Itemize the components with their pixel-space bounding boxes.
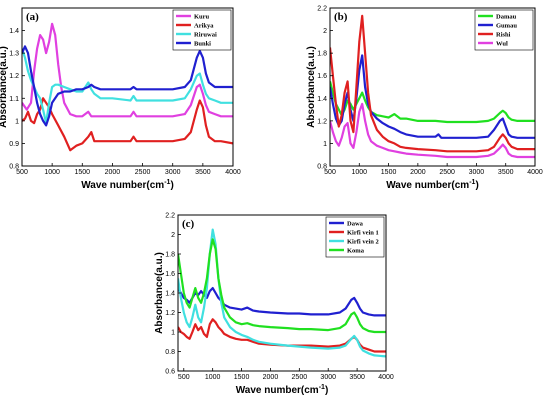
legend: Dawa Kirfi vein 1 Kirfi vein 2 Koma [325,216,385,258]
x-tick-label: 2000 [105,169,121,176]
x-tick-label: 1500 [381,169,397,176]
y-tick-label: 1 [323,141,327,148]
x-tick-label: 2000 [410,169,426,176]
y-tick-label: 2.2 [165,213,175,220]
y-tick-label: 0.6 [165,369,175,376]
plot-frame [21,7,234,167]
series-line-kuru [22,22,233,118]
y-tick-label: 1.2 [165,310,175,317]
y-axis-label: Absorbance(a.u.) [0,46,9,128]
x-axis-label: Wave number(cm-1) [236,384,329,396]
y-tick-label: 1.3 [9,51,19,58]
x-tick-label: 4000 [225,169,241,176]
y-tick-label: 1 [171,330,175,337]
x-tick-label: 3500 [498,169,514,176]
legend-label: Damau [496,13,517,20]
y-tick-label: 0.8 [9,164,19,171]
x-tick-label: 3500 [195,169,211,176]
legend-label: Wul [496,40,508,47]
legend-label: Gumau [496,22,517,29]
y-axis-label: Absorbance(a.u.) [306,46,317,128]
y-tick-label: 0.8 [317,164,327,171]
y-tick-label: 2 [171,232,175,239]
y-tick-label: 0.9 [9,141,19,148]
y-tick-label: 1.1 [9,96,19,103]
y-tick-label: 1.4 [317,96,327,103]
x-tick-label: 2500 [292,374,308,381]
x-tick-label: 2000 [263,374,279,381]
series-line-kirfi-vein-2 [178,228,386,358]
legend-label: Rishi [496,31,511,38]
y-tick-label: 1.6 [317,73,327,80]
x-tick-label: 3000 [469,169,485,176]
x-tick-label: 2500 [135,169,151,176]
legend-label: Koma [347,247,365,254]
legend: Kuru Arikya Riruwai Bunki [172,9,232,51]
series-line-rishi [330,14,535,153]
x-tick-label: 2500 [439,169,455,176]
legend: Damau Gumau Rishi Wul [474,9,534,51]
x-tick-label: 4000 [527,169,543,176]
y-tick-label: 1.8 [165,252,175,259]
x-tick-label: 3000 [165,169,181,176]
panel-label: (b) [334,11,348,23]
legend-label: Riruwai [194,31,217,38]
legend-label: Kirfi vein 2 [347,238,379,245]
y-tick-label: 1.2 [9,73,19,80]
legend-label: Bunki [194,40,211,47]
x-axis-label: Wave number(cm-1) [386,179,479,191]
panel-label: (c) [182,218,195,230]
x-tick-label: 500 [324,169,336,176]
y-tick-label: 1.2 [317,118,327,125]
y-tick-label: 1.4 [9,28,19,35]
series-line-dawa [178,287,386,317]
y-tick-label: 1.6 [165,271,175,278]
plot-frame [329,7,536,167]
series-line-riruwai [22,48,233,125]
y-tick-label: 0.8 [165,349,175,356]
y-axis-label: Absorbance(a.u.) [154,252,165,334]
y-tick-label: 2.2 [317,6,327,13]
y-tick-label: 1.4 [165,291,175,298]
y-tick-label: 1 [15,118,19,125]
panel-c: 500 1000 1500 2000 2500 3000 3500 4000 0.6 0.8 1 1.… [154,213,394,397]
y-tick-label: 2 [323,28,327,35]
series-line-wul [330,102,535,159]
x-tick-label: 1000 [205,374,221,381]
x-axis-label: Wave number(cm-1) [81,179,174,191]
x-tick-label: 3000 [320,374,336,381]
y-tick-label: 1.8 [317,51,327,58]
x-tick-label: 500 [16,169,28,176]
x-tick-label: 1500 [234,374,250,381]
series-line-koma [178,238,386,334]
panel-b: 500 1000 1500 2000 2500 3000 3500 4000 0.8 1 1.2 1.… [306,6,543,192]
series-line-bunki [22,45,233,127]
x-tick-label: 1000 [351,169,367,176]
series-line-arikya [22,97,233,152]
legend-label: Kirfi vein 1 [347,229,379,236]
x-tick-label: 1000 [44,169,60,176]
legend-label: Kuru [194,13,210,20]
series-line-damau [330,81,535,124]
x-tick-label: 500 [178,374,190,381]
panel-a: 500 1000 1500 2000 2500 3000 3500 4000 0.8 0.9 1 1.… [0,7,241,191]
x-tick-label: 3500 [349,374,365,381]
x-tick-label: 1500 [74,169,90,176]
x-tick-label: 4000 [378,374,394,381]
legend-label: Dawa [347,220,364,227]
legend-label: Arikya [194,22,214,29]
panel-label: (a) [26,11,39,23]
